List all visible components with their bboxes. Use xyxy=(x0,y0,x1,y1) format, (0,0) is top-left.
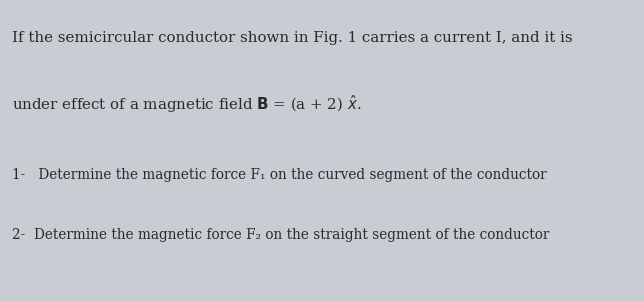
Text: 2-  Determine the magnetic force F₂ on the straight segment of the conductor: 2- Determine the magnetic force F₂ on th… xyxy=(12,228,549,242)
Text: under effect of a magnetic field $\mathbf{B}$ = (a + 2) $\hat{x}$.: under effect of a magnetic field $\mathb… xyxy=(12,93,361,115)
Text: 1-   Determine the magnetic force F₁ on the curved segment of the conductor: 1- Determine the magnetic force F₁ on th… xyxy=(12,168,546,182)
Text: If the semicircular conductor shown in Fig. 1 carries a current I, and it is: If the semicircular conductor shown in F… xyxy=(12,31,573,45)
